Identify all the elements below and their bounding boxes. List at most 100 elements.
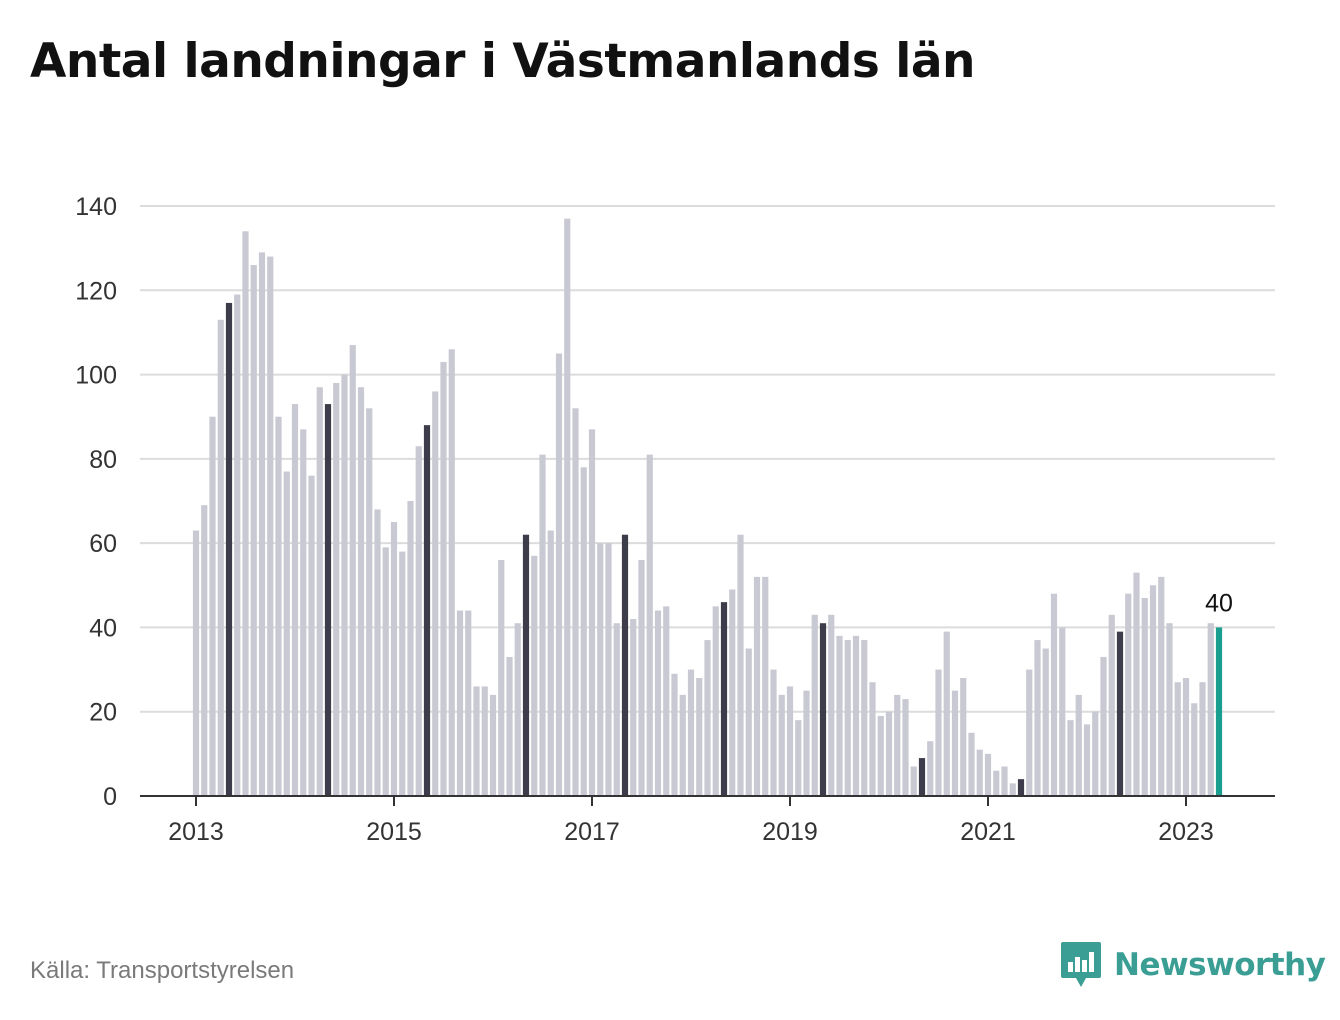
bar <box>597 543 604 796</box>
bar <box>250 265 257 796</box>
bar <box>1067 720 1074 796</box>
y-tick-label: 140 <box>75 193 117 221</box>
bar <box>630 619 637 796</box>
bar <box>242 231 249 797</box>
bar <box>357 387 365 796</box>
y-tick-label: 80 <box>89 446 117 474</box>
bar <box>1092 711 1099 796</box>
bar <box>960 678 967 796</box>
bar <box>852 635 860 796</box>
bar <box>564 218 571 796</box>
bar <box>440 361 447 796</box>
bar <box>885 711 893 796</box>
bar <box>423 425 431 796</box>
bar <box>201 505 208 796</box>
bar <box>448 349 455 796</box>
bar <box>580 467 587 796</box>
bar <box>374 509 381 796</box>
bar <box>1017 779 1025 796</box>
bar <box>1108 614 1115 796</box>
x-tick-label: 2017 <box>564 818 620 846</box>
bar <box>234 294 241 796</box>
bar <box>1034 640 1041 796</box>
bar <box>1207 623 1214 796</box>
x-tick-label: 2019 <box>762 818 818 846</box>
bar <box>382 547 389 796</box>
bar <box>729 589 736 796</box>
bar <box>803 690 810 796</box>
bar <box>456 610 464 796</box>
bar <box>1158 576 1165 796</box>
bar <box>1182 678 1190 796</box>
bar <box>976 749 983 796</box>
bar <box>275 416 282 796</box>
bar <box>588 429 596 796</box>
bar <box>316 387 323 796</box>
bar <box>539 454 546 796</box>
bar <box>795 720 802 796</box>
source-label: Källa: Transportstyrelsen <box>30 957 295 984</box>
bar <box>786 686 794 796</box>
x-tick-label: 2021 <box>960 818 1016 846</box>
bar <box>621 534 629 796</box>
bar <box>489 694 497 796</box>
bar <box>902 699 909 796</box>
bar <box>762 576 769 796</box>
bar <box>687 669 695 796</box>
bar <box>836 635 843 796</box>
bar <box>267 256 274 796</box>
bar <box>308 475 315 796</box>
bar <box>341 374 348 796</box>
bar <box>753 576 761 796</box>
bar <box>935 669 942 796</box>
bar <box>1116 631 1124 796</box>
bar <box>407 501 414 796</box>
bar <box>1215 627 1223 796</box>
bar <box>1149 585 1157 796</box>
bar <box>333 383 340 796</box>
bar <box>209 416 216 796</box>
bars <box>192 218 1223 797</box>
chart-title: Antal landningar i Västmanlands län <box>30 34 976 89</box>
newsworthy-icon <box>1061 942 1101 987</box>
bar <box>498 560 505 796</box>
bar <box>984 753 992 796</box>
bar <box>638 560 645 796</box>
labels: 0 20 40 60 80 100 120 140 2013 2015 2017 2019 2021 20… <box>75 193 1233 846</box>
bar <box>1199 682 1206 796</box>
y-tick-label: 100 <box>75 362 117 390</box>
bar <box>399 551 406 796</box>
bar <box>918 758 926 796</box>
bar <box>844 640 851 796</box>
bar <box>819 623 827 796</box>
brand-logo[interactable]: Newsworthy <box>1060 940 1326 990</box>
bar <box>704 640 711 796</box>
y-tick-label: 0 <box>103 783 117 811</box>
bar <box>745 648 752 796</box>
last-value-label: 40 <box>1205 589 1233 617</box>
bar <box>1133 572 1140 796</box>
bar <box>473 686 480 796</box>
bar <box>1191 703 1198 796</box>
bar <box>506 656 513 796</box>
bar <box>324 404 332 796</box>
bar <box>968 732 975 796</box>
bar <box>432 391 439 796</box>
bar <box>547 530 554 796</box>
bar <box>679 694 686 796</box>
x-tick-label: 2013 <box>168 818 224 846</box>
bar <box>1075 694 1082 796</box>
bar <box>671 673 678 796</box>
bar <box>291 404 299 796</box>
bar <box>1050 593 1058 796</box>
x-tick-label: 2015 <box>366 818 422 846</box>
bar <box>1083 724 1091 796</box>
bar <box>465 610 472 796</box>
bar <box>300 429 307 796</box>
bar <box>910 766 917 796</box>
bar <box>1174 682 1181 796</box>
bar <box>258 252 266 797</box>
y-tick-label: 60 <box>89 530 117 558</box>
brand-name: Newsworthy <box>1114 947 1326 983</box>
